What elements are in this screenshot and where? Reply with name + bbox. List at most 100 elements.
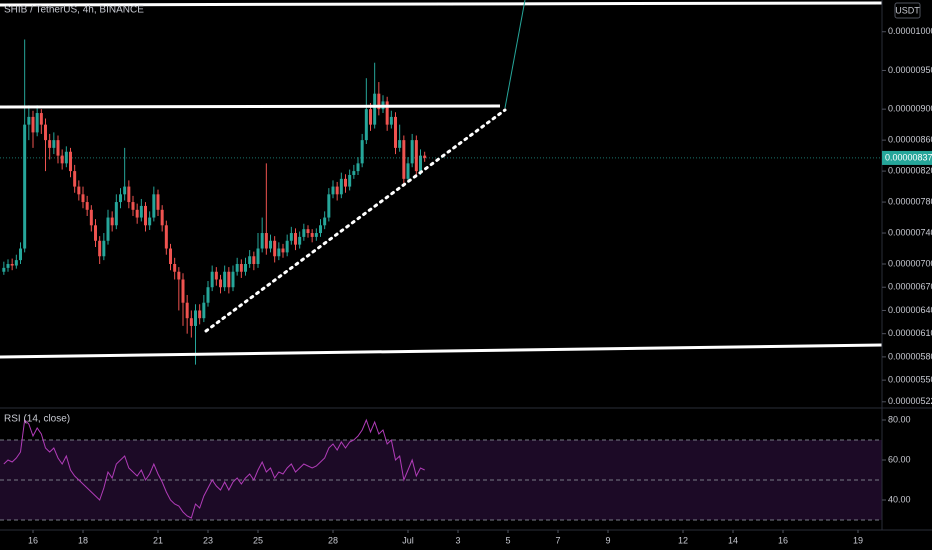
candle-body — [302, 229, 306, 237]
candle-body — [89, 209, 93, 226]
currency-label[interactable]: USDT — [895, 5, 920, 15]
candle-body — [339, 178, 343, 195]
candle-body — [285, 240, 289, 253]
rsi-y-tick-label: 40.00 — [888, 494, 911, 504]
rsi-y-tick-label: 60.00 — [888, 454, 911, 464]
candle-body — [135, 209, 139, 218]
candle-body — [244, 264, 247, 272]
y-tick-label: 0.00000820 — [888, 165, 932, 175]
x-tick-label: 19 — [853, 535, 863, 545]
candle-body — [327, 194, 331, 218]
candle-body — [227, 271, 231, 288]
last-price-box — [882, 150, 932, 165]
y-tick-label: 0.00000580 — [888, 351, 932, 361]
candle-body — [289, 233, 293, 241]
candle-body — [256, 248, 260, 264]
rsi-title: RSI (14, close) — [4, 414, 70, 425]
candle-body — [56, 140, 60, 156]
candle-body — [156, 194, 160, 210]
x-tick-label: 16 — [28, 535, 38, 545]
rsi-y-tick-label: 80.00 — [888, 414, 911, 424]
candle-body — [231, 271, 235, 288]
candle-body — [214, 271, 218, 280]
y-tick-label: 0.00001000 — [888, 26, 932, 36]
x-tick-label: 21 — [153, 535, 163, 545]
candle-body — [177, 271, 181, 280]
candle-body — [319, 225, 322, 234]
candle-body — [152, 194, 156, 218]
candle-body — [394, 116, 397, 148]
y-tick-label: 0.00000700 — [888, 258, 932, 268]
candle-body — [331, 186, 335, 195]
candle-body — [260, 233, 264, 249]
x-tick-label: 3 — [455, 535, 460, 545]
candle-body — [269, 240, 272, 249]
candle-body — [364, 109, 368, 141]
candle-body — [60, 155, 64, 164]
candle-body — [252, 256, 256, 264]
candle-body — [114, 202, 118, 226]
candle-body — [181, 279, 185, 303]
x-tick-label: 25 — [253, 535, 263, 545]
candle-body — [164, 225, 168, 249]
candle-body — [148, 217, 152, 226]
candle-body — [110, 217, 114, 226]
candle-body — [335, 186, 339, 195]
x-tick-label: 18 — [78, 535, 88, 545]
last-price-label: 0.00000837 — [885, 152, 932, 162]
y-tick-label: 0.00000950 — [888, 65, 932, 75]
x-tick-label: 28 — [328, 535, 338, 545]
y-tick-label: 0.00000522 — [888, 396, 932, 406]
candle-body — [198, 310, 202, 319]
candle-body — [239, 264, 243, 272]
candle-body — [169, 248, 172, 264]
rising-trend-line — [204, 108, 507, 333]
candle-body — [69, 151, 72, 172]
candle-body — [344, 178, 347, 187]
candle-body — [39, 113, 43, 125]
candle-body — [373, 93, 377, 125]
x-tick-label: 23 — [203, 535, 213, 545]
candle-body — [189, 318, 193, 326]
candle-body — [81, 194, 85, 203]
candle-body — [323, 217, 327, 226]
candle-body — [406, 163, 410, 179]
candle-body — [202, 302, 206, 319]
candle-body — [356, 163, 360, 172]
x-tick-label: 9 — [605, 535, 610, 545]
candle-body — [131, 202, 135, 210]
candle-body — [23, 124, 27, 249]
candle-body — [52, 140, 56, 148]
x-tick-label: 16 — [778, 535, 788, 545]
candle-body — [210, 271, 214, 288]
candle-body — [277, 248, 281, 257]
candle-body — [360, 140, 364, 164]
candle-body — [185, 302, 189, 319]
candle-body — [385, 101, 389, 125]
y-tick-label: 0.00000900 — [888, 104, 932, 114]
candle-body — [377, 93, 381, 110]
candle-body — [2, 267, 6, 272]
rsi-pane — [0, 418, 882, 521]
candle-body — [264, 233, 268, 249]
candle-body — [10, 264, 14, 266]
chart-title: SHIB / TetherUS, 4h, BINANCE — [4, 5, 144, 16]
candle-body — [27, 116, 31, 125]
currency-box[interactable] — [894, 2, 921, 19]
candle-body — [419, 155, 422, 172]
candle-body — [102, 240, 106, 257]
candle-body — [414, 140, 418, 172]
candle-body — [298, 236, 302, 245]
candle-body — [248, 256, 252, 264]
candle-body — [410, 140, 414, 164]
candle-body — [173, 264, 177, 272]
candle-body — [77, 186, 81, 195]
x-tick-label: 7 — [555, 535, 560, 545]
y-tick-label: 0.00000780 — [888, 196, 932, 206]
candle-body — [98, 240, 102, 257]
candle-body — [73, 171, 77, 187]
candle-body — [64, 151, 68, 164]
candle-body — [6, 264, 10, 268]
x-tick-label: 5 — [505, 535, 510, 545]
candle-body — [48, 140, 52, 148]
